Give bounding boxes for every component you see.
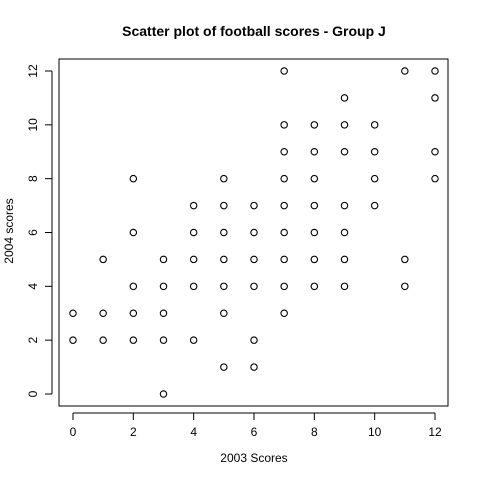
data-point	[370, 201, 379, 210]
data-point	[340, 282, 349, 291]
data-point	[310, 228, 319, 237]
x-tick-label: 10	[368, 425, 382, 439]
data-point	[250, 201, 258, 210]
y-tick-label: 0	[26, 390, 40, 397]
data-point	[401, 282, 409, 291]
data-point	[129, 228, 138, 237]
x-tick-label: 6	[251, 425, 258, 439]
data-point	[431, 67, 439, 75]
data-point	[280, 174, 288, 183]
data-point	[310, 282, 319, 291]
data-point	[159, 282, 168, 291]
data-point	[401, 67, 409, 75]
data-point	[370, 174, 379, 183]
data-point	[99, 255, 107, 264]
data-point	[159, 336, 168, 344]
y-tick-label: 10	[26, 118, 40, 132]
x-axis-label: 2003 Scores	[220, 451, 287, 465]
x-tick-label: 4	[190, 425, 197, 439]
chart-title: Scatter plot of football scores - Group …	[122, 23, 386, 39]
data-point	[340, 148, 349, 156]
y-axis: 0 2 4 6 8 10 12	[26, 64, 53, 397]
x-tick-label: 8	[311, 425, 318, 439]
data-point	[280, 201, 288, 210]
data-point	[340, 228, 349, 237]
data-point	[280, 282, 288, 291]
y-tick-label: 12	[26, 64, 40, 78]
data-point	[310, 148, 319, 156]
y-axis-label: 2004 scores	[2, 198, 16, 263]
data-point	[431, 174, 439, 183]
y-tick-label: 2	[26, 337, 40, 344]
data-point	[189, 336, 198, 344]
data-point	[69, 336, 77, 344]
data-point	[340, 94, 349, 102]
data-point	[250, 282, 258, 291]
data-point	[159, 390, 168, 398]
data-point	[431, 148, 439, 156]
data-point	[280, 255, 288, 264]
data-point	[129, 174, 138, 183]
data-point	[280, 228, 288, 237]
data-point	[370, 148, 379, 156]
data-point	[340, 255, 349, 264]
data-points	[69, 67, 439, 398]
data-point	[129, 336, 138, 344]
data-point	[250, 336, 258, 344]
data-point	[189, 282, 198, 291]
data-point	[280, 148, 288, 156]
y-tick-label: 4	[26, 283, 40, 290]
data-point	[129, 282, 138, 291]
data-point	[280, 121, 288, 129]
data-point	[370, 121, 379, 129]
y-tick-label: 6	[26, 229, 40, 236]
data-point	[431, 94, 439, 102]
data-point	[250, 363, 258, 371]
data-point	[189, 201, 198, 210]
data-point	[220, 255, 228, 264]
data-point	[159, 255, 168, 264]
plot-frame	[58, 58, 449, 407]
data-point	[280, 67, 288, 75]
data-point	[220, 201, 228, 210]
data-point	[310, 255, 319, 264]
data-point	[250, 228, 258, 237]
x-tick-label: 2	[130, 425, 137, 439]
data-point	[220, 228, 228, 237]
data-point	[340, 201, 349, 210]
data-point	[220, 363, 228, 371]
data-point	[340, 121, 349, 129]
data-point	[280, 309, 288, 317]
data-point	[310, 174, 319, 183]
data-point	[220, 309, 228, 317]
data-point	[99, 309, 107, 317]
data-point	[189, 228, 198, 237]
y-tick-label: 8	[26, 175, 40, 182]
data-point	[159, 309, 168, 317]
data-point	[401, 255, 409, 264]
data-point	[250, 255, 258, 264]
x-axis: 0 2 4 6 8 10 12	[70, 412, 442, 439]
x-tick-label: 0	[70, 425, 77, 439]
data-point	[310, 121, 319, 129]
data-point	[129, 309, 138, 317]
data-point	[189, 255, 198, 264]
data-point	[310, 201, 319, 210]
data-point	[99, 336, 107, 344]
x-tick-label: 12	[428, 425, 442, 439]
data-point	[220, 282, 228, 291]
data-point	[69, 309, 77, 317]
data-point	[220, 174, 228, 183]
